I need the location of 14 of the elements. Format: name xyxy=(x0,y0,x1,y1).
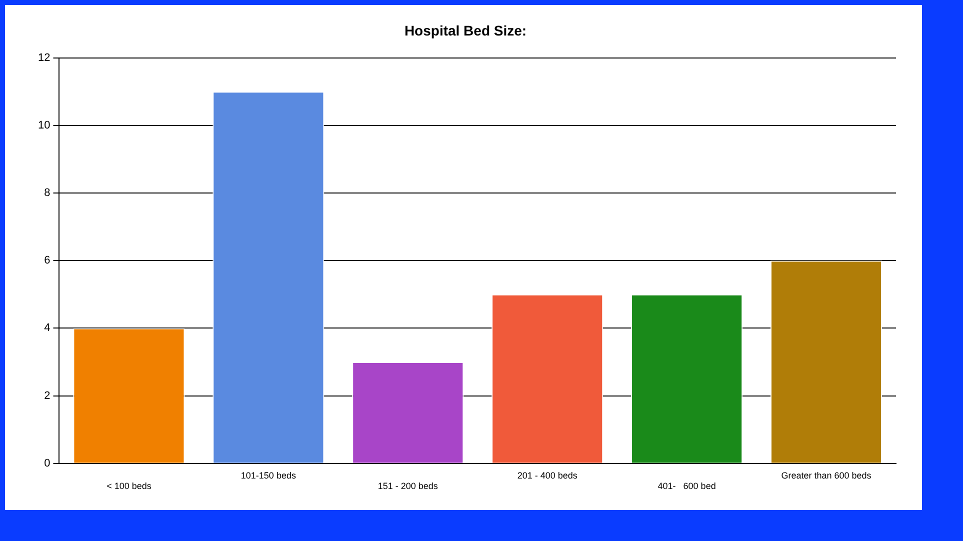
x-tick-label: 201 - 400 beds xyxy=(517,470,578,480)
x-tick-label: Greater than 600 beds xyxy=(781,470,872,480)
y-tick-label: 8 xyxy=(44,187,50,200)
x-tick-label: 151 - 200 beds xyxy=(378,481,438,492)
x-tick-label: 101-150 beds xyxy=(240,470,296,480)
y-tick-label: 2 xyxy=(44,390,50,402)
y-tick-label: 0 xyxy=(44,457,50,470)
y-tick-label: 10 xyxy=(38,119,50,132)
y-tick-label: 12 xyxy=(38,52,50,64)
y-tick-label: 4 xyxy=(44,322,50,334)
x-tick-label: < 100 beds xyxy=(106,481,152,492)
y-tick-label: 6 xyxy=(44,254,50,267)
chart-title: Hospital Bed Size: xyxy=(404,22,527,38)
x-tick-label: 401- 600 bed xyxy=(658,481,716,492)
